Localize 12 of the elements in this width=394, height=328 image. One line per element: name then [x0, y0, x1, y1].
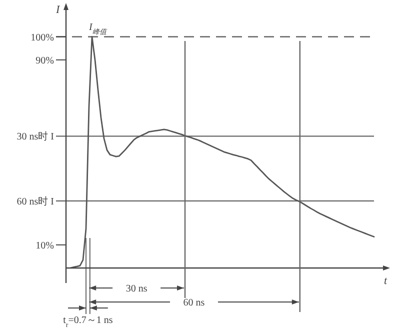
x-axis-title: t [384, 275, 388, 287]
y-axis-title: I [55, 4, 61, 16]
ref-line-label: 30 ns时 I [16, 130, 54, 143]
y-tick-label: 100% [30, 32, 54, 44]
ref-line-label: 60 ns时 I [16, 195, 54, 208]
y-tick-label: 10% [36, 240, 54, 252]
text: 60 ns [183, 298, 205, 308]
text: t$_{r}$=0.7～1 ns [63, 315, 113, 328]
annotation: I$_{峰值}$ [88, 22, 108, 36]
line-series [70, 36, 375, 268]
y-tick-label: 90% [36, 55, 54, 66]
text: 30 ns [126, 284, 148, 294]
